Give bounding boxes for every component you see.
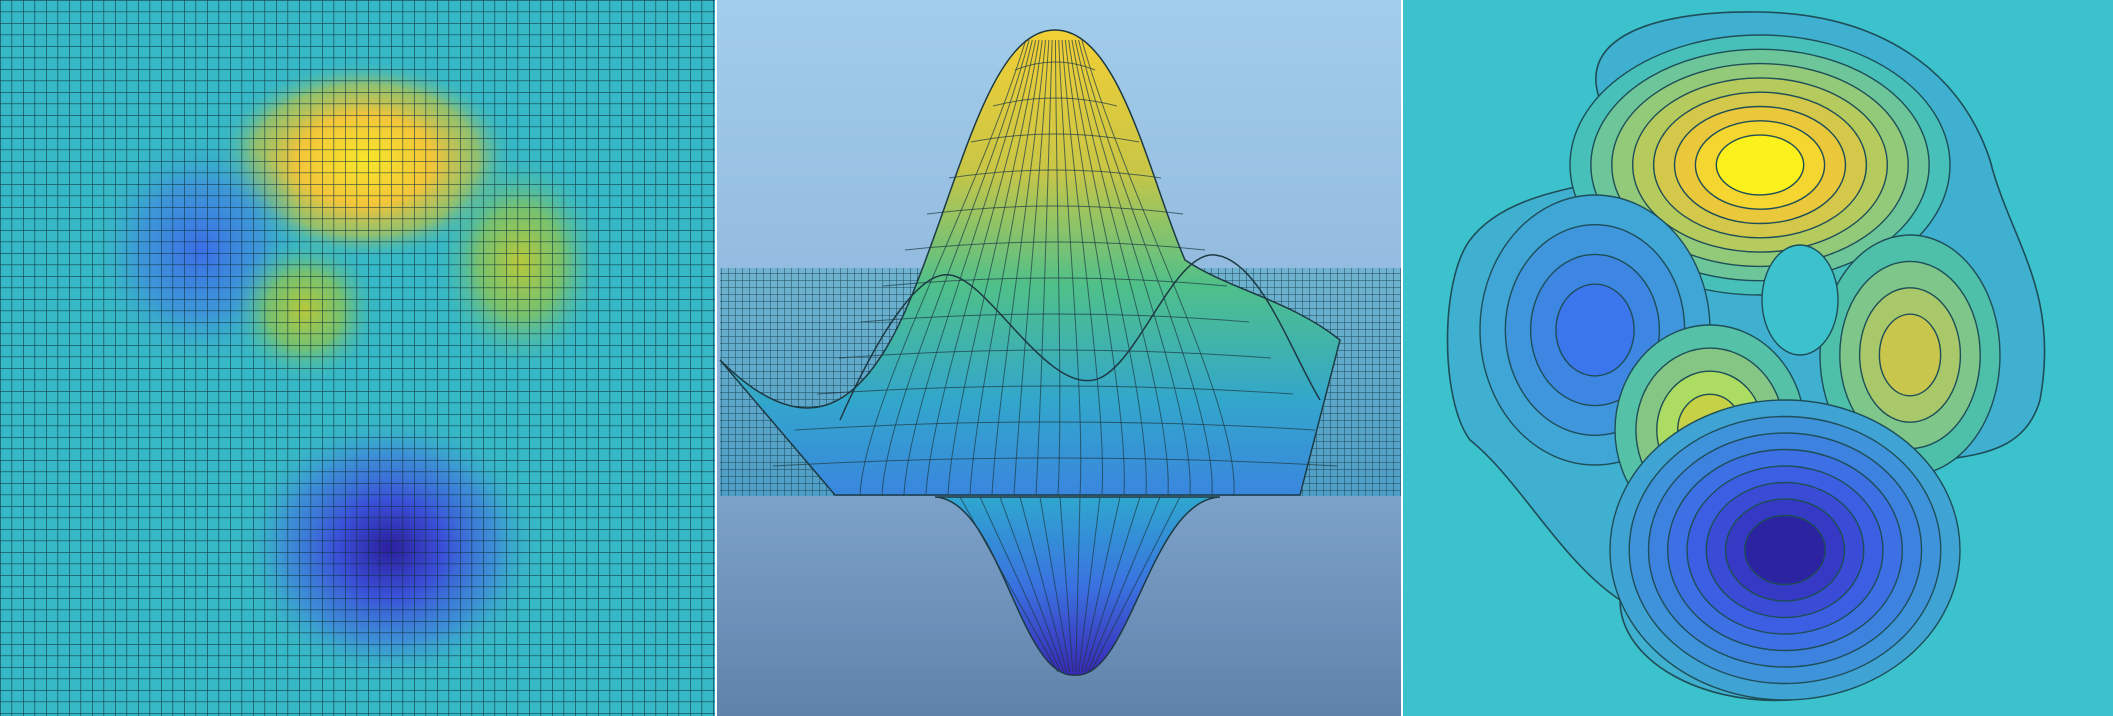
mesh-line <box>1058 39 1082 496</box>
contour-level <box>1715 134 1805 196</box>
mesh-line <box>979 496 1062 673</box>
mesh-line <box>925 39 1037 496</box>
mesh-line <box>1071 39 1169 496</box>
panel-divider <box>715 0 717 716</box>
panel-divider <box>1401 0 1403 716</box>
mesh-line <box>1019 496 1068 673</box>
heatmap-panel <box>0 0 715 716</box>
mesh-line <box>1087 496 1161 673</box>
mesh-line <box>1064 39 1125 496</box>
mesh-line <box>1061 39 1103 496</box>
mesh-line <box>969 39 1043 496</box>
contour-level <box>1744 514 1826 586</box>
mesh-line <box>970 133 1140 143</box>
mesh-line <box>1078 39 1213 496</box>
mesh-line <box>903 39 1033 496</box>
mesh-line <box>1039 496 1071 673</box>
mesh-line <box>992 97 1118 107</box>
mesh-line <box>859 39 1027 496</box>
surface-dip-mesh <box>959 496 1181 673</box>
contour-levels <box>1479 34 2001 701</box>
surface-ridge <box>839 254 1321 421</box>
mesh-line <box>1035 39 1053 496</box>
mesh-line <box>947 39 1040 496</box>
mesh-line <box>1081 496 1121 673</box>
mesh-line <box>1090 496 1181 673</box>
mesh-line <box>959 496 1059 673</box>
mesh-line <box>1054 39 1061 496</box>
surface-peak <box>719 29 1341 496</box>
mesh-line <box>1078 496 1101 673</box>
contour-level <box>1878 313 1942 397</box>
surface-mesh <box>772 39 1338 496</box>
mesh-line <box>838 349 1272 359</box>
contour-level <box>1555 283 1635 377</box>
mesh-line <box>1014 61 1096 71</box>
contour-hole <box>1761 244 1839 356</box>
mesh-line <box>1013 39 1050 496</box>
mesh-line <box>904 241 1206 251</box>
mesh-line <box>1074 39 1191 496</box>
mesh-line <box>926 205 1184 215</box>
mesh-line <box>882 277 1228 287</box>
contour-panel <box>1403 0 2113 716</box>
mesh-line <box>1068 39 1147 496</box>
mesh-line <box>1075 496 1081 673</box>
mesh-line <box>999 496 1065 673</box>
surface-panel <box>717 0 1401 716</box>
mesh-line <box>1081 39 1235 496</box>
mesh-line <box>1059 496 1074 673</box>
mesh-line <box>991 39 1047 496</box>
heatmap-mesh <box>0 0 715 716</box>
mesh-line <box>1084 496 1141 673</box>
mesh-line <box>881 39 1030 496</box>
mesh-line <box>816 385 1294 395</box>
mesh-line <box>794 421 1316 431</box>
mesh-line <box>772 457 1338 467</box>
mesh-line <box>860 313 1250 323</box>
mesh-line <box>948 169 1162 179</box>
